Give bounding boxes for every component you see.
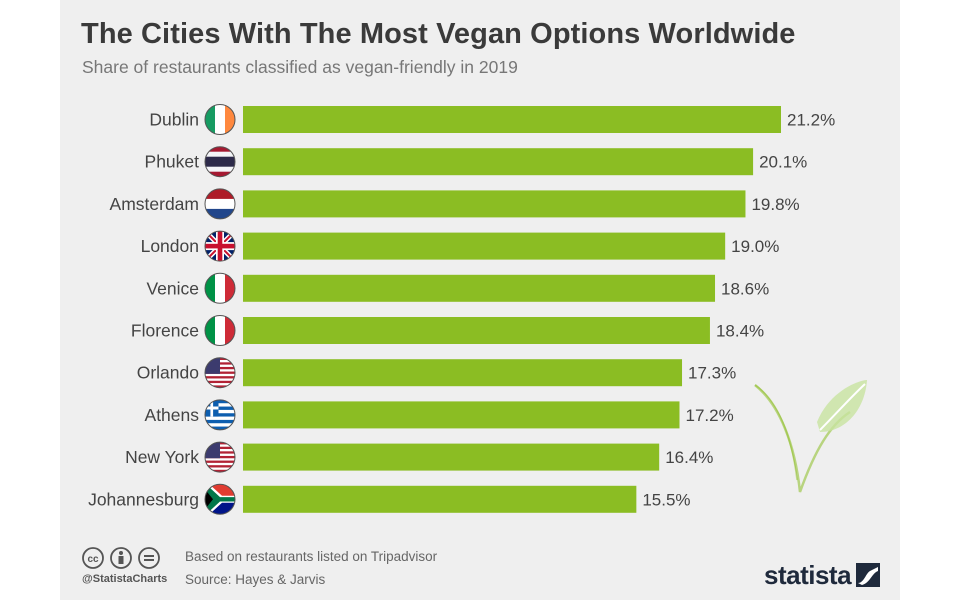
svg-text:cc: cc <box>87 554 99 565</box>
bar-row: Athens 17.2% <box>145 399 734 431</box>
value-label: 18.4% <box>716 322 764 341</box>
category-label: Johannesburg <box>88 489 199 509</box>
value-label: 19.0% <box>731 237 779 256</box>
cc-license-icons: cc <box>82 547 160 569</box>
bar-row: New York 16.4% <box>125 441 713 473</box>
netherlands-flag-icon <box>204 188 236 220</box>
statista-logo-text[interactable]: statista <box>764 560 852 590</box>
usa-flag-icon <box>204 441 236 473</box>
uk-flag-icon <box>204 230 236 262</box>
bar <box>243 443 660 471</box>
category-label: Dublin <box>149 110 199 130</box>
source-note: Source: Hayes & Jarvis <box>185 572 326 587</box>
bar-row: Phuket 20.1% <box>145 146 807 178</box>
greece-flag-icon <box>204 399 236 431</box>
ireland-flag-icon <box>204 104 236 135</box>
cc-icon: cc <box>82 547 104 569</box>
bar-row: Venice 18.6% <box>146 272 769 304</box>
thailand-flag-icon <box>204 146 236 178</box>
bar <box>243 190 746 218</box>
bar <box>243 148 754 176</box>
category-label: Florence <box>131 321 199 341</box>
bar <box>243 401 680 429</box>
bar <box>243 274 716 302</box>
statista-logo-icon[interactable] <box>856 563 880 587</box>
category-label: New York <box>125 447 199 467</box>
attribution-icon <box>110 547 132 569</box>
value-label: 19.8% <box>751 195 799 214</box>
bar <box>243 317 710 344</box>
chart-title: The Cities With The Most Vegan Options W… <box>81 18 796 50</box>
bar-row: Dublin 21.2% <box>149 104 835 135</box>
chart-subtitle: Share of restaurants classified as vegan… <box>82 57 518 77</box>
no-derivatives-icon <box>138 547 160 569</box>
bar-row: Florence 18.4% <box>131 315 764 346</box>
statista-handle: @StatistaCharts <box>82 573 168 585</box>
vegan-leaf-icon <box>754 380 867 493</box>
south-africa-flag-icon <box>204 483 236 515</box>
value-label: 20.1% <box>759 153 807 172</box>
value-label: 21.2% <box>787 111 835 130</box>
bar <box>243 232 726 260</box>
value-label: 16.4% <box>665 448 713 467</box>
bar-row: Amsterdam 19.8% <box>110 188 800 220</box>
value-label: 17.3% <box>688 364 736 383</box>
category-label: Amsterdam <box>110 194 199 214</box>
category-label: Phuket <box>145 152 200 172</box>
italy-flag-icon <box>204 272 236 304</box>
bar-row: Johannesburg 15.5% <box>88 483 691 515</box>
category-label: Venice <box>146 278 199 298</box>
bar-row: London 19.0% <box>141 230 779 262</box>
usa-flag-icon <box>204 357 236 389</box>
category-label: London <box>141 236 199 256</box>
category-label: Orlando <box>137 363 199 383</box>
bar-row: Orlando 17.3% <box>137 357 736 389</box>
footnote: Based on restaurants listed on Tripadvis… <box>185 549 438 564</box>
value-label: 18.6% <box>721 279 769 298</box>
bar <box>243 485 637 513</box>
category-label: Athens <box>145 405 200 425</box>
value-label: 17.2% <box>685 406 733 425</box>
italy-flag-icon <box>204 315 236 346</box>
bar <box>243 106 781 133</box>
value-label: 15.5% <box>642 490 690 509</box>
bar <box>243 359 683 387</box>
